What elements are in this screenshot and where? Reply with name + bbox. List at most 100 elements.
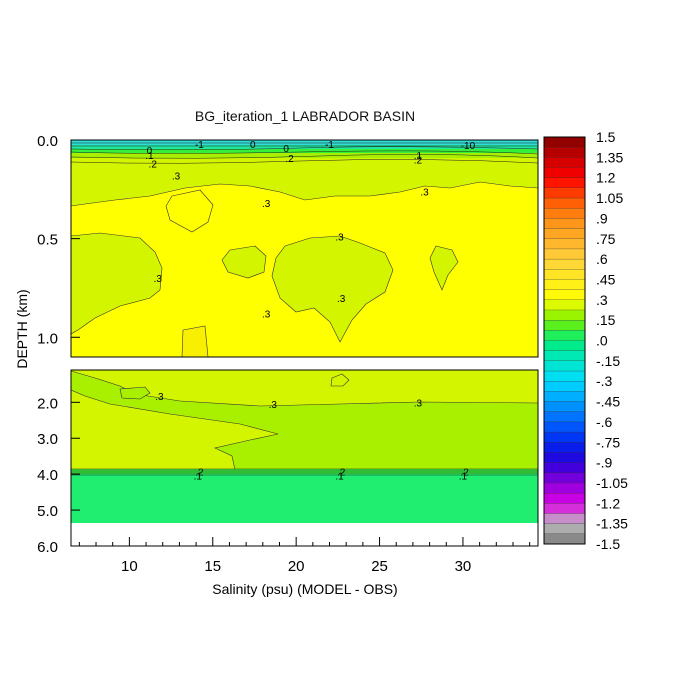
colorbar-band (543, 330, 586, 341)
colorbar: 1.5 1.35 1.2 1.05 .9 .75 .6 .45 .3 .15 .0 -.15 -.3 -.… (543, 129, 628, 552)
upper-panel-frame (70, 139, 539, 358)
x-tick-label: 10 (121, 558, 138, 575)
contour-label: .3 (420, 187, 429, 198)
colorbar-band (543, 228, 586, 240)
y-axis-lower: 2.0 3.0 4.0 5.0 6.0 (37, 395, 80, 556)
colorbar-label: -.15 (596, 353, 620, 369)
colorbar-band (543, 208, 586, 219)
colorbar-label: -1.05 (596, 475, 628, 491)
colorbar-label: -.9 (596, 455, 613, 471)
lower-panel-deep-contours (71, 468, 538, 476)
colorbar-label: .9 (596, 210, 608, 226)
lower-panel-frame (70, 369, 539, 547)
colorbar-band (543, 391, 586, 403)
colorbar-band (543, 309, 586, 321)
y-lower-tick-label: 4.0 (37, 467, 58, 484)
colorbar-label: .75 (596, 231, 616, 247)
contour-label: .1 (194, 472, 203, 483)
colorbar-label: 1.5 (596, 129, 616, 145)
chart-title: BG_iteration_1 LABRADOR BASIN (195, 108, 415, 124)
contour-label: .3 (269, 400, 278, 411)
colorbar-label: -.3 (596, 373, 613, 389)
colorbar-band (543, 289, 586, 301)
y-lower-tick-label: 3.0 (37, 431, 58, 448)
colorbar-band (543, 319, 586, 331)
contour-label: .3 (155, 392, 164, 403)
colorbar-band (543, 452, 586, 464)
colorbar-band (543, 503, 586, 514)
colorbar-band (543, 523, 586, 535)
contour-label: -1 (195, 140, 204, 151)
contour-label: .3 (262, 310, 271, 321)
colorbar-band (543, 472, 586, 484)
colorbar-band (543, 177, 586, 189)
colorbar-label: -.45 (596, 394, 620, 410)
colorbar-band (543, 157, 586, 168)
contour-label: .2 (460, 468, 469, 479)
contour-label: .3 (154, 274, 163, 285)
contour-label: 0 (147, 146, 153, 157)
x-tick-label: 25 (371, 558, 388, 575)
contour-label: .2 (149, 160, 158, 171)
y-upper-tick-label: 0.0 (37, 133, 58, 150)
colorbar-band (543, 492, 586, 504)
colorbar-band (543, 381, 586, 392)
upper-panel-surface-contours (71, 142, 538, 164)
lower-panel (71, 370, 538, 546)
colorbar-band (543, 533, 586, 545)
x-tick-label: 15 (204, 558, 221, 575)
colorbar-band (543, 279, 586, 291)
upper-panel-yellow-finger (181, 325, 209, 357)
contour-label: .2 (285, 154, 294, 165)
colorbar-band (543, 269, 586, 280)
y-axis-upper: 0.0 0.5 1.0 (37, 133, 80, 347)
colorbar-band (543, 136, 586, 148)
colorbar-band (543, 258, 586, 270)
colorbar-band (543, 167, 586, 179)
lower-panel-upper-left-patch (119, 386, 151, 400)
colorbar-label: .15 (596, 312, 616, 328)
colorbar-frame (543, 136, 586, 545)
contour-label: .1 (145, 151, 154, 162)
colorbar-band (543, 401, 586, 413)
colorbar-band (543, 248, 586, 260)
contour-label: .1 (459, 472, 468, 483)
colorbar-band (543, 350, 586, 362)
contour-label: 0 (250, 140, 256, 151)
contour-label: 0 (283, 144, 289, 155)
colorbar-band (543, 431, 586, 443)
contour-label: .2 (195, 468, 204, 479)
colorbar-label: .3 (596, 292, 608, 308)
contour-label: .1 (335, 472, 344, 483)
contour-label: .2 (337, 468, 346, 479)
colorbar-band (543, 147, 586, 158)
y-upper-tick-label: 1.0 (37, 330, 58, 347)
colorbar-label: .6 (596, 251, 608, 267)
contour-label: .3 (335, 233, 344, 244)
upper-panel-yellow-bump (165, 189, 214, 233)
colorbar-label: .0 (596, 333, 608, 349)
colorbar-label: 1.35 (596, 149, 623, 165)
contour-label: -1 (325, 140, 334, 151)
colorbar-band (543, 482, 586, 494)
y-upper-tick-label: 0.5 (37, 232, 58, 249)
upper-panel (71, 140, 538, 357)
x-axis-label: Salinity (psu) (MODEL - OBS) (212, 581, 397, 597)
colorbar-band (543, 340, 586, 352)
colorbar-label: 1.05 (596, 190, 623, 206)
colorbar-band (543, 421, 586, 433)
lower-panel-small-bump (330, 373, 350, 387)
colorbar-label: 1.2 (596, 170, 616, 186)
colorbar-band (543, 187, 586, 199)
colorbar-label: -1.5 (596, 536, 620, 552)
contour-label: .3 (172, 172, 181, 183)
contour-label: .3 (262, 199, 271, 210)
colorbar-label: -1.2 (596, 495, 620, 511)
colorbar-label: -.75 (596, 434, 620, 450)
x-tick-label: 20 (288, 558, 305, 575)
lower-panel-deep-band-2 (71, 474, 538, 523)
colorbar-band (543, 462, 586, 474)
colorbar-band (543, 513, 586, 525)
contour-label: -10 (461, 141, 476, 152)
